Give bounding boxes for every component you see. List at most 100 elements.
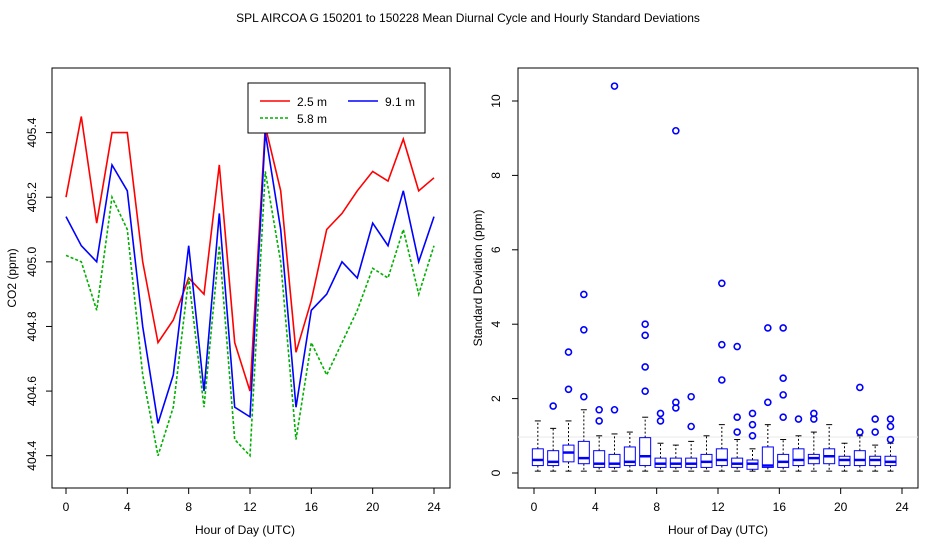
box-hour xyxy=(792,435,805,472)
outlier-point xyxy=(564,385,573,394)
right-y-tick-label: 4 xyxy=(489,321,503,328)
outlier-point xyxy=(687,422,695,431)
outlier-point xyxy=(595,405,603,414)
figure-title: SPL AIRCOA G 150201 to 150228 Mean Diurn… xyxy=(236,11,700,25)
outlier-point xyxy=(856,428,864,436)
box-body xyxy=(547,450,560,467)
box-hour xyxy=(869,444,882,472)
outlier-point xyxy=(733,413,741,422)
box-body xyxy=(623,446,636,467)
outlier-point xyxy=(687,392,695,401)
box-hour xyxy=(823,424,836,472)
outlier-point xyxy=(748,431,757,440)
outlier-point xyxy=(595,417,603,425)
left-x-tick-label: 16 xyxy=(305,500,319,514)
right-x-tick-label: 24 xyxy=(895,500,909,514)
legend-label-9-1m: 9.1 m xyxy=(385,95,415,109)
outlier-point xyxy=(580,325,588,334)
left-x-tick-label: 20 xyxy=(366,500,380,514)
box-hour xyxy=(608,433,621,472)
box-hour xyxy=(807,431,820,472)
box-body xyxy=(853,450,866,467)
legend: 2.5 m 9.1 m 5.8 m xyxy=(247,82,426,134)
right-y-tick-label: 8 xyxy=(489,172,503,179)
box-body xyxy=(715,448,728,467)
right-y-tick-label: 6 xyxy=(489,246,503,253)
box-hour xyxy=(623,431,636,472)
box-hour xyxy=(746,448,759,472)
right-y-tick-label: 0 xyxy=(489,469,503,476)
outlier-point xyxy=(672,398,680,407)
box-hour xyxy=(777,439,790,472)
outlier-point xyxy=(871,415,879,423)
outlier-point xyxy=(718,279,726,288)
outlier-point xyxy=(580,290,588,299)
box-hour xyxy=(593,435,606,472)
left-y-tick-label: 404.8 xyxy=(25,311,39,341)
outlier-point xyxy=(779,374,787,382)
outlier-point xyxy=(886,415,895,423)
right-plot-frame xyxy=(517,67,919,489)
left-x-tick-label: 12 xyxy=(243,500,257,514)
outlier-point xyxy=(779,413,787,422)
outlier-point xyxy=(748,409,757,418)
left-y-axis-label: CO2 (ppm) xyxy=(5,248,19,307)
left-y-tick-label: 404.6 xyxy=(25,376,39,406)
left-y-tick-label: 404.4 xyxy=(25,440,39,470)
outlier-point xyxy=(764,324,772,332)
legend-label-2-5m: 2.5 m xyxy=(297,95,327,109)
outlier-point xyxy=(610,405,619,414)
right-x-tick-label: 16 xyxy=(773,500,787,514)
left-x-tick-label: 0 xyxy=(63,500,70,514)
right-x-tick-label: 0 xyxy=(531,500,538,514)
box-hour xyxy=(654,442,667,472)
outlier-point xyxy=(856,383,864,392)
box-hour xyxy=(731,439,744,472)
outlier-point xyxy=(641,320,649,329)
outlier-point xyxy=(764,398,772,407)
left-x-tick-label: 24 xyxy=(427,500,441,514)
box-hour xyxy=(715,424,728,472)
box-hour xyxy=(531,420,544,472)
left-axis-ticks: 0 4 8 12 16 20 24 404.4 404.6 404.8 405.0 405.2 405.… xyxy=(25,117,441,514)
left-series-group xyxy=(65,116,435,458)
series-line-5-8-m xyxy=(65,171,435,458)
box-body xyxy=(593,450,606,468)
box-body xyxy=(531,448,544,467)
outlier-point xyxy=(549,402,557,410)
box-hour xyxy=(685,440,698,472)
outlier-point xyxy=(733,428,741,436)
outlier-point xyxy=(641,363,649,371)
outlier-point xyxy=(748,420,757,429)
outlier-point xyxy=(810,409,818,418)
outlier-point xyxy=(641,387,649,395)
outlier-point xyxy=(718,376,726,384)
outlier-point xyxy=(580,392,588,401)
box-hour xyxy=(761,424,774,472)
box-hour xyxy=(562,420,575,472)
right-y-tick-label: 2 xyxy=(489,395,503,402)
outlier-point xyxy=(886,435,895,444)
outlier-point xyxy=(779,391,787,399)
left-y-tick-label: 405.4 xyxy=(25,117,39,147)
outlier-point xyxy=(779,324,787,332)
box-hour xyxy=(853,435,866,472)
box-hour xyxy=(838,442,851,472)
outlier-point xyxy=(871,428,879,436)
left-plot-frame xyxy=(51,67,451,489)
box-body xyxy=(577,440,590,465)
outlier-point xyxy=(794,415,803,423)
right-x-axis-label: Hour of Day (UTC) xyxy=(668,523,768,537)
legend-label-5-8m: 5.8 m xyxy=(297,112,327,126)
right-box-group xyxy=(531,82,897,472)
box-body xyxy=(608,453,621,468)
legend-box xyxy=(247,82,426,134)
outlier-point xyxy=(656,417,665,425)
series-line-9-1-m xyxy=(65,132,435,424)
outlier-point xyxy=(886,422,895,431)
box-hour xyxy=(700,435,713,472)
outlier-point xyxy=(564,348,573,356)
right-y-tick-label: 10 xyxy=(489,94,503,108)
